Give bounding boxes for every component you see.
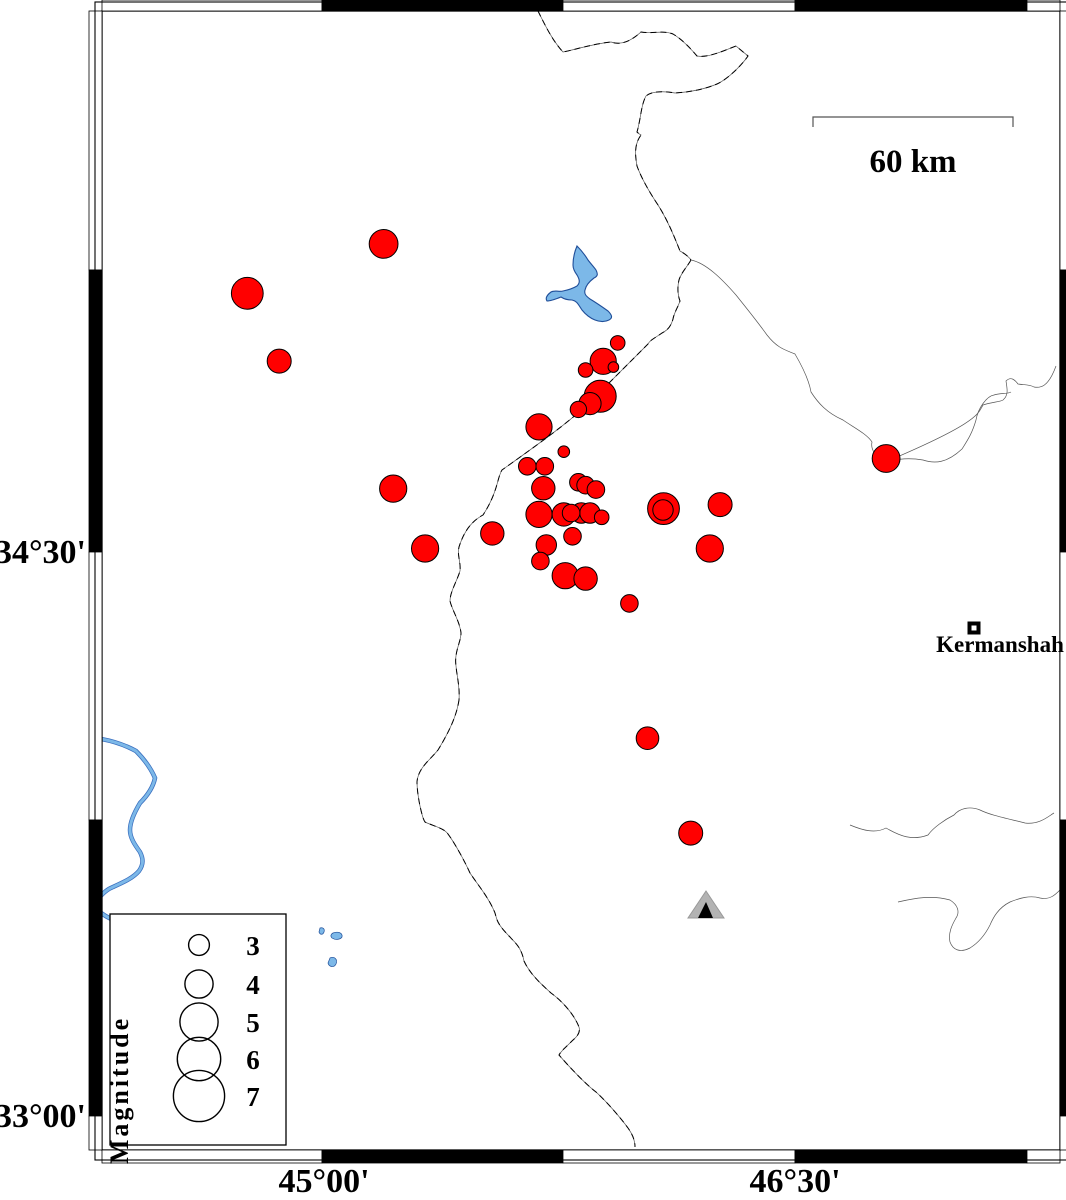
svg-text:3: 3: [246, 931, 260, 961]
svg-text:Magnitude: Magnitude: [105, 1016, 134, 1164]
svg-text:4: 4: [246, 970, 260, 1000]
svg-text:5: 5: [246, 1008, 260, 1038]
svg-text:Kermanshah: Kermanshah: [936, 632, 1064, 657]
svg-text:34°30': 34°30': [0, 534, 86, 571]
svg-text:60 km: 60 km: [869, 144, 956, 180]
svg-text:33°00': 33°00': [0, 1098, 86, 1135]
svg-text:45°00': 45°00': [278, 1163, 369, 1200]
svg-text:46°30': 46°30': [749, 1163, 840, 1200]
svg-text:7: 7: [246, 1082, 260, 1112]
svg-text:6: 6: [246, 1045, 260, 1075]
